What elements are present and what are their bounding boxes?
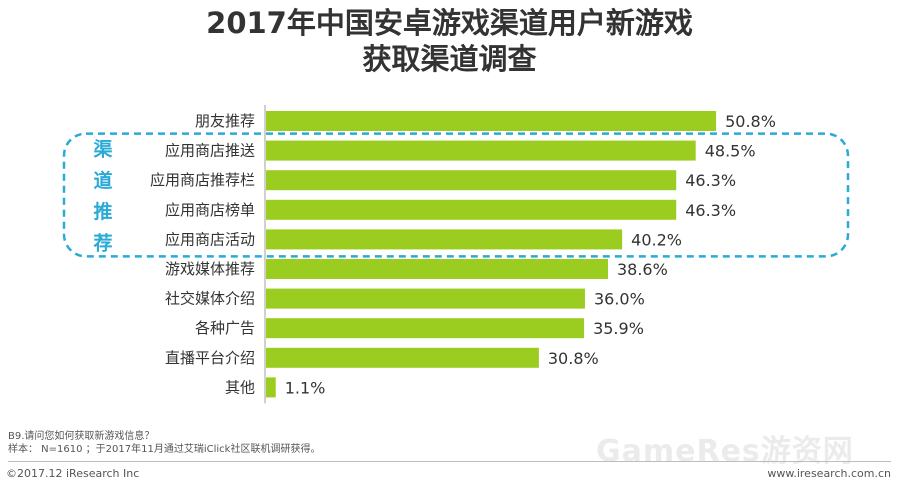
value-label: 35.9% <box>593 319 644 338</box>
chart-title-line-1: 2017年中国安卓游戏渠道用户新游戏 <box>206 6 693 40</box>
category-label: 朋友推荐 <box>195 112 255 130</box>
bar <box>266 111 717 131</box>
bar <box>266 140 696 161</box>
chart-title-line-2: 获取渠道调查 <box>362 42 537 76</box>
watermark: GameRes游资网 <box>596 434 854 469</box>
category-label: 游戏媒体推荐 <box>165 260 255 278</box>
bar <box>266 347 539 368</box>
category-label: 其他 <box>225 378 255 396</box>
value-label: 50.8% <box>725 112 776 131</box>
bar <box>266 199 677 220</box>
bar <box>266 288 585 309</box>
category-label: 各种广告 <box>195 319 255 337</box>
category-label: 应用商店推荐栏 <box>150 171 255 189</box>
bar <box>266 229 623 250</box>
value-label: 1.1% <box>285 378 326 397</box>
category-label: 应用商店活动 <box>165 230 255 248</box>
footer-divider <box>8 461 891 462</box>
footnote-question: B9.请问您如何获取新游戏信息？ <box>8 431 155 442</box>
value-label: 40.2% <box>631 230 682 249</box>
site-url: www.iresearch.com.cn <box>767 467 891 480</box>
category-label: 直播平台介绍 <box>165 349 255 367</box>
highlight-group: 渠道推荐 <box>62 132 850 258</box>
bar <box>266 318 585 339</box>
bar <box>266 377 276 398</box>
footnote-sample: 样本： N=1610 ；于2017年11月通过艾瑞iClick社区联机调研获得。 <box>8 444 321 455</box>
value-label: 30.8% <box>548 349 599 368</box>
category-label: 社交媒体介绍 <box>165 290 255 308</box>
bars-group: 朋友推荐 50.8% 应用商店推送 48.5% 应用商店推荐栏 46.3% 应用商店榜单 46… <box>150 111 776 398</box>
bar-chart: 渠道推荐 朋友推荐 50.8% 应用商店推送 48.5% 应用商店推荐栏 46.3% 应用商… <box>62 105 850 404</box>
highlight-label: 渠道推荐 <box>92 138 112 255</box>
copyright: ©2017.12 iResearch Inc <box>6 467 140 480</box>
value-label: 46.3% <box>685 201 736 220</box>
value-label: 46.3% <box>685 171 736 190</box>
category-label: 应用商店推送 <box>165 142 255 160</box>
bar <box>266 170 677 191</box>
category-label: 应用商店榜单 <box>165 201 255 219</box>
bar <box>266 259 608 279</box>
value-label: 36.0% <box>594 290 645 309</box>
value-label: 38.6% <box>617 260 668 279</box>
value-label: 48.5% <box>705 142 756 161</box>
